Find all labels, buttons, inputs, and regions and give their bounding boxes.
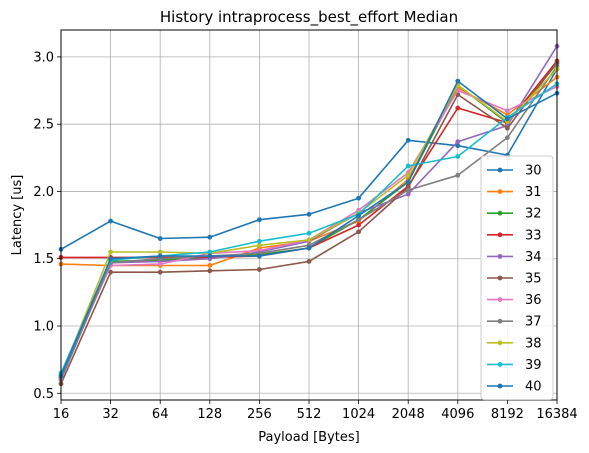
series-point-35 [207,268,213,274]
legend-swatch-marker [497,383,503,389]
series-point-36 [455,88,461,93]
y-tick-label: 0.5 [33,387,54,402]
series-point-33 [455,105,461,111]
x-axis-label: Payload [Bytes] [258,430,359,445]
legend-label: 33 [525,228,542,243]
series-point-37 [505,135,510,141]
series-point-40 [505,116,510,122]
legend-swatch-marker [497,318,503,324]
series-point-38 [405,172,411,178]
legend-label: 37 [525,315,542,330]
legend-label: 32 [525,207,542,222]
series-point-39 [455,154,461,159]
y-tick-label: 1.5 [33,252,54,267]
x-tick-label: 512 [297,407,322,422]
series-point-40 [306,245,312,251]
legend-label: 38 [525,336,542,351]
legend-label: 39 [525,358,542,373]
legend-label: 34 [525,250,542,265]
x-tick-label: 4096 [441,407,474,422]
series-point-38 [157,249,163,255]
x-tick-label: 16 [53,407,70,422]
y-axis-label: Latency [us] [10,175,25,256]
series-point-36 [157,261,163,267]
series-point-38 [306,237,312,243]
series-point-39 [405,163,411,169]
legend-label: 36 [525,293,542,308]
series-point-37 [356,217,361,223]
series-point-30 [257,217,262,223]
series-point-30 [455,143,461,149]
series-point-40 [455,78,461,84]
series-point-40 [157,253,163,259]
series-point-30 [207,234,213,240]
legend-box [480,155,554,401]
series-point-37 [455,172,461,178]
series-point-39 [207,249,213,255]
series-point-34 [405,191,411,197]
axis-ticks: 16 32 64 128 256 512 1024 2048 4096 8192 16384 0.5 1… [33,50,577,422]
series-point-34 [455,139,461,145]
series-point-35 [356,229,361,235]
series-point-35 [505,125,510,131]
series-point-40 [257,253,262,259]
legend: 30 31 32 33 34 35 36 37 38 39 40 [480,155,554,401]
legend-swatch-marker [497,189,503,195]
series-point-35 [108,269,113,275]
x-tick-label: 256 [247,407,272,422]
series-point-31 [207,263,213,268]
x-tick-label: 16384 [536,407,577,422]
legend-swatch-marker [497,167,503,173]
series-point-40 [356,213,361,219]
series-point-35 [306,259,312,264]
series-point-35 [157,269,163,275]
y-tick-label: 2.5 [33,118,54,133]
series-point-35 [257,267,262,272]
series-point-36 [505,108,510,114]
legend-swatch-marker [497,362,503,367]
x-tick-label: 1024 [342,407,375,422]
series-point-30 [306,211,312,217]
series-point-30 [108,218,113,224]
y-tick-label: 1.0 [33,320,54,335]
series-point-30 [356,195,361,201]
legend-swatch-marker [497,232,503,238]
legend-swatch-marker [497,340,503,346]
legend-label: 31 [525,185,542,200]
series-point-33 [356,222,361,228]
series-point-39 [257,238,262,244]
x-tick-label: 8192 [491,407,524,422]
series-point-40 [207,253,213,259]
y-tick-label: 3.0 [33,50,54,65]
series-point-40 [108,256,113,262]
series-point-30 [405,137,411,143]
chart-title: History intraprocess_best_effort Median [160,8,458,27]
series-point-37 [405,187,411,193]
series-point-30 [157,236,163,241]
legend-swatch-marker [497,254,503,259]
y-tick-label: 2.0 [33,185,54,200]
legend-label: 35 [525,272,542,287]
series-point-38 [257,242,262,248]
series-lines [58,43,560,387]
x-tick-label: 64 [152,407,169,422]
legend-label: 30 [525,164,542,179]
legend-swatch-marker [497,210,503,216]
series-point-38 [108,249,113,255]
x-tick-label: 32 [102,407,119,422]
series-point-39 [306,230,312,236]
series-point-40 [405,179,411,185]
x-tick-label: 128 [197,407,222,422]
legend-label: 40 [525,380,542,395]
legend-swatch-marker [497,297,503,302]
x-tick-label: 2048 [392,407,425,422]
legend-swatch-marker [497,275,503,281]
